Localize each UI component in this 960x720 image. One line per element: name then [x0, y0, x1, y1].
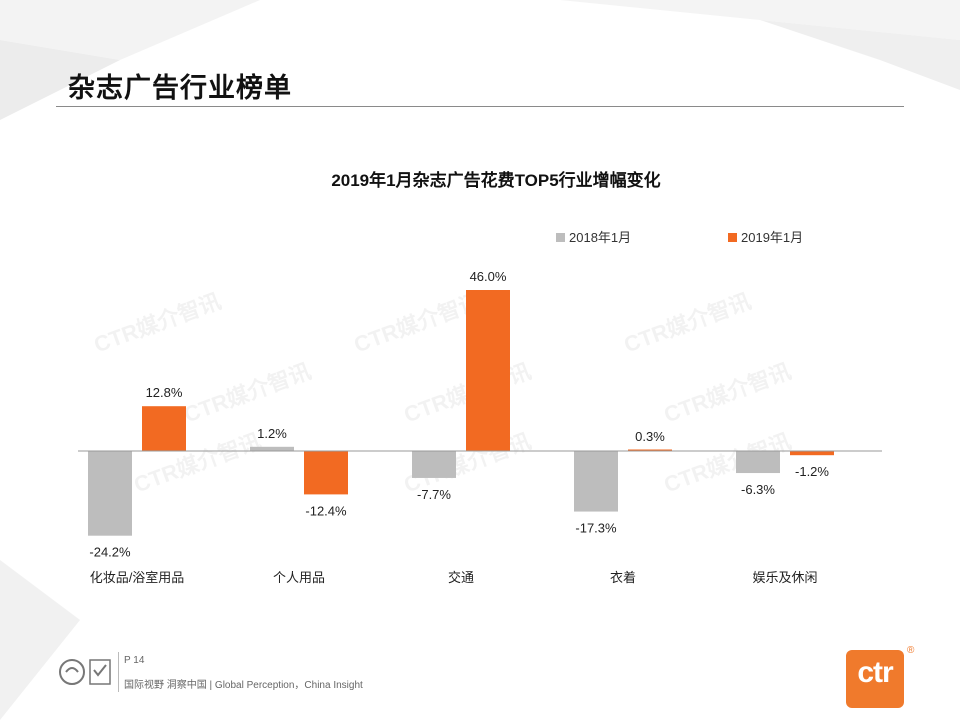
category-labels-layer: 化妆品/浴室用品 个人用品 交通 衣着 娱乐及休闲 [90, 570, 818, 585]
bar-2018-3 [574, 451, 618, 512]
watermark-1: CTR媒介智讯 [351, 288, 485, 357]
ctr-logo: ctr [846, 650, 904, 708]
data-label-2019-4: -1.2% [795, 464, 829, 479]
category-label-3: 衣着 [610, 570, 636, 585]
bars-layer [88, 290, 834, 536]
legend-label-2018: 2018年1月 [569, 230, 631, 245]
data-label-2019-3: 0.3% [635, 429, 665, 444]
bar-2018-2 [412, 451, 456, 478]
footer-slogan: 国际视野 洞察中国 | Global Perception，China Insi… [124, 680, 363, 691]
bar-2018-4 [736, 451, 780, 474]
data-label-2019-1: -12.4% [305, 503, 347, 518]
title-divider [56, 106, 904, 107]
bar-2018-0 [88, 451, 132, 536]
bar-2018-1 [250, 446, 294, 451]
page-number: P 14 [124, 655, 145, 666]
registered-mark: ® [907, 645, 915, 656]
watermark-7: CTR媒介智讯 [661, 358, 795, 427]
category-label-1: 个人用品 [273, 570, 325, 585]
watermark-0: CTR媒介智讯 [91, 288, 225, 357]
bar-2019-2 [466, 290, 510, 451]
bar-2019-1 [304, 451, 348, 495]
bar-2019-4 [790, 451, 834, 456]
page-title: 杂志广告行业榜单 [68, 73, 292, 103]
category-label-2: 交通 [448, 570, 474, 585]
data-label-2018-4: -6.3% [741, 482, 775, 497]
data-label-2018-2: -7.7% [417, 487, 451, 502]
legend: 2018年1月 2019年1月 [556, 230, 803, 245]
watermark-8: CTR媒介智讯 [181, 358, 315, 427]
footer-divider [118, 652, 119, 692]
bar-2019-3 [628, 449, 672, 451]
ctr-logo-text: ctr [857, 656, 893, 689]
bar-2019-0 [142, 406, 186, 451]
data-label-2018-0: -24.2% [89, 545, 131, 560]
certification-logos [59, 659, 111, 685]
data-label-2018-3: -17.3% [575, 521, 617, 536]
data-label-2018-1: 1.2% [257, 426, 287, 441]
legend-swatch-2019 [728, 233, 737, 242]
chart-title: 2019年1月杂志广告花费TOP5行业增幅变化 [331, 170, 660, 190]
category-label-4: 娱乐及休闲 [752, 570, 817, 585]
data-labels-layer: -24.2% 12.8% 1.2% -12.4% -7.7% 46.0% -17.3% 0.3… [89, 269, 829, 560]
data-label-2019-2: 46.0% [470, 269, 507, 284]
category-label-0: 化妆品/浴室用品 [90, 570, 185, 585]
legend-swatch-2018 [556, 233, 565, 242]
data-label-2019-0: 12.8% [146, 385, 183, 400]
watermark-2: CTR媒介智讯 [621, 288, 755, 357]
legend-label-2019: 2019年1月 [741, 230, 803, 245]
